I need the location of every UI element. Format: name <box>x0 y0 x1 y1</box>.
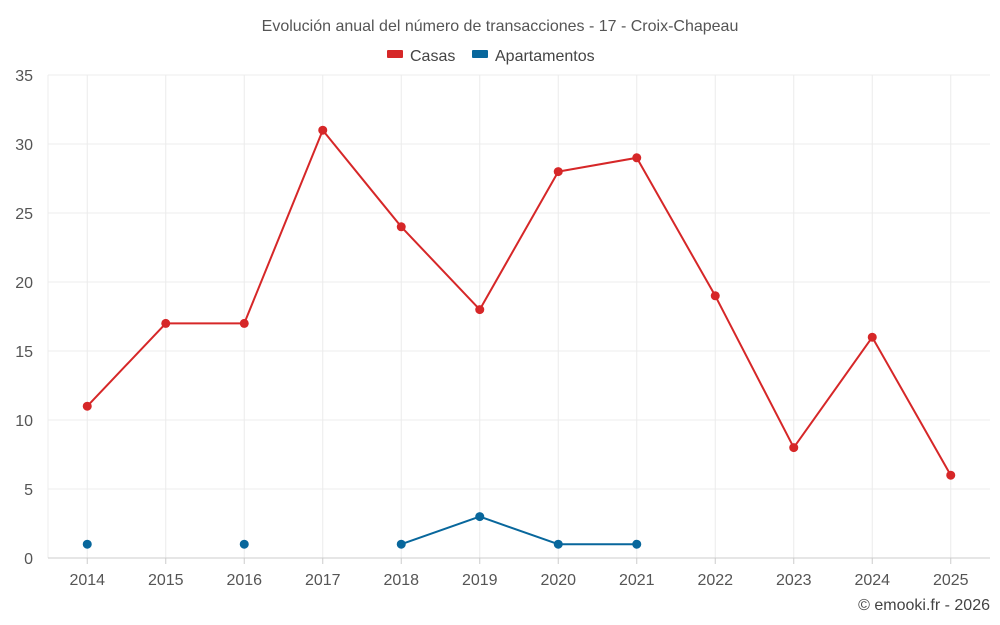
x-tick-label: 2014 <box>69 572 105 589</box>
data-point-casas[interactable] <box>867 332 877 342</box>
x-tick-label: 2024 <box>854 572 890 589</box>
grid <box>48 74 990 558</box>
data-point-casas[interactable] <box>161 318 171 328</box>
data-point-apartamentos[interactable] <box>396 539 406 549</box>
x-tick-label: 2025 <box>933 572 969 589</box>
x-tick-label: 2021 <box>619 572 655 589</box>
data-point-casas[interactable] <box>710 291 720 301</box>
data-point-apartamentos[interactable] <box>553 539 563 549</box>
y-tick-label: 0 <box>24 551 33 568</box>
data-point-casas[interactable] <box>946 470 956 480</box>
data-point-apartamentos[interactable] <box>82 539 92 549</box>
series <box>82 125 956 549</box>
legend-swatch-apartamentos[interactable] <box>472 50 488 58</box>
legend: Casas Apartamentos <box>387 48 595 65</box>
y-tick-label: 20 <box>15 275 33 292</box>
x-tick-label: 2017 <box>305 572 341 589</box>
x-tick-label: 2022 <box>697 572 733 589</box>
y-tick-label: 30 <box>15 137 33 154</box>
x-tick-label: 2020 <box>540 572 576 589</box>
credit-text: © emooki.fr - 2026 <box>858 597 990 614</box>
data-point-casas[interactable] <box>553 167 563 177</box>
legend-label-casas[interactable]: Casas <box>410 48 455 65</box>
legend-label-apartamentos[interactable]: Apartamentos <box>495 48 595 65</box>
x-tick-label: 2023 <box>776 572 812 589</box>
data-point-casas[interactable] <box>789 443 799 453</box>
data-point-casas[interactable] <box>475 305 485 315</box>
legend-swatch-casas[interactable] <box>387 50 403 58</box>
data-point-casas[interactable] <box>396 222 406 232</box>
y-tick-label: 35 <box>15 68 33 85</box>
y-tick-label: 15 <box>15 344 33 361</box>
y-tick-label: 25 <box>15 206 33 223</box>
x-tick-label: 2015 <box>148 572 184 589</box>
data-point-casas[interactable] <box>632 153 642 163</box>
series-casas <box>82 125 956 480</box>
data-point-casas[interactable] <box>82 401 92 411</box>
x-tick-label: 2016 <box>226 572 262 589</box>
series-line-casas <box>86 129 952 476</box>
x-tick-label: 2019 <box>462 572 498 589</box>
y-tick-label: 5 <box>24 482 33 499</box>
series-apartamentos <box>82 512 642 549</box>
data-point-apartamentos[interactable] <box>239 539 249 549</box>
chart-title: Evolución anual del número de transaccio… <box>262 18 739 35</box>
data-point-apartamentos[interactable] <box>475 512 485 522</box>
data-point-casas[interactable] <box>239 318 249 328</box>
y-tick-label: 10 <box>15 413 33 430</box>
x-tick-label: 2018 <box>383 572 419 589</box>
series-line-apartamentos <box>400 515 637 546</box>
data-point-casas[interactable] <box>318 125 328 135</box>
data-point-apartamentos[interactable] <box>632 539 642 549</box>
